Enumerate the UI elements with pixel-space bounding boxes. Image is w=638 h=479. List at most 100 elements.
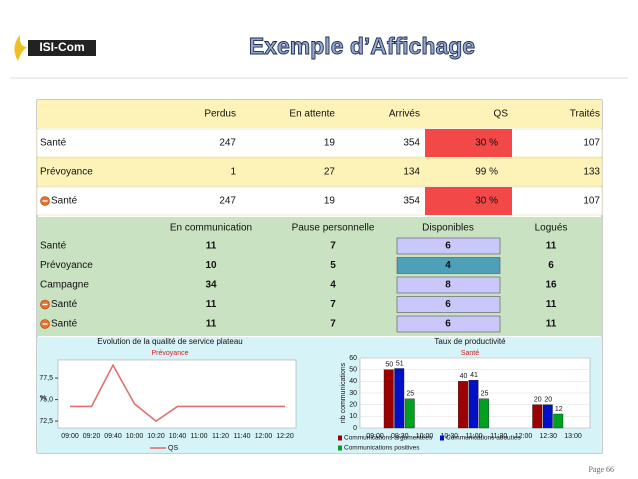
cell: 16: [545, 280, 557, 291]
cell: 247: [219, 196, 236, 207]
row-label: Prévoyance: [40, 167, 93, 178]
bar: [383, 369, 394, 429]
row-label: Santé: [40, 241, 67, 252]
table1-header-bg: [37, 100, 602, 128]
column-header: Traités: [570, 109, 600, 120]
x-tick-label: 12:30: [539, 433, 557, 440]
chart-title: Evolution de la qualité de service plate…: [97, 337, 242, 346]
row-label: Prévoyance: [40, 260, 93, 271]
x-tick-label: 09:30: [391, 433, 409, 440]
chart-subtitle: Santé: [461, 350, 479, 357]
x-tick-label: 10:20: [147, 433, 165, 440]
bar-value-label: 51: [396, 360, 404, 367]
cell: 4: [445, 260, 451, 271]
x-tick-label: 09:40: [104, 433, 122, 440]
y-tick-label: 75,0: [39, 396, 53, 403]
logo-swoosh: [14, 35, 27, 61]
legend-label: Communications positives: [344, 445, 420, 452]
y-tick-label: 72,5: [39, 418, 53, 425]
row-label: Campagne: [40, 280, 89, 291]
logo-box: [28, 40, 96, 56]
x-tick-label: 13:00: [564, 433, 582, 440]
bar: [468, 379, 479, 429]
x-tick-label: 10:30: [440, 433, 458, 440]
cell: 8: [445, 280, 451, 291]
table-row: [36, 186, 603, 216]
x-tick-label: 12:20: [276, 433, 294, 440]
cell: 133: [583, 167, 600, 178]
available-cell: [396, 276, 501, 294]
x-tick-label: 09:00: [61, 433, 79, 440]
cell: 99 %: [475, 167, 498, 178]
cell: 19: [324, 138, 336, 149]
logo-text: ISI-Com: [39, 40, 84, 54]
legend-swatch: [440, 435, 444, 441]
bar: [404, 398, 415, 429]
cell: 6: [445, 319, 451, 330]
table-row: [36, 157, 603, 187]
column-header: Disponibles: [422, 223, 474, 234]
y-axis-label: nb communications: [340, 362, 347, 423]
cell: 30 %: [475, 138, 498, 149]
row-label: Santé: [51, 196, 78, 207]
qs-alert-cell: [425, 187, 512, 215]
bar-value-label: 50: [385, 362, 393, 369]
legend-swatch: [338, 445, 342, 451]
y-tick-label: 30: [349, 390, 357, 397]
cell: 354: [403, 138, 420, 149]
cell: 6: [445, 299, 451, 310]
bar-value-label: 41: [470, 372, 478, 379]
x-tick-label: 11:30: [490, 433, 507, 440]
bar: [479, 398, 489, 429]
bar: [542, 404, 553, 429]
cell: 354: [403, 196, 420, 207]
row-label: Santé: [51, 299, 78, 310]
table2-bg: [37, 217, 602, 336]
column-header: QS: [494, 109, 509, 120]
y-tick-label: 40: [349, 378, 357, 385]
cell: 1: [230, 167, 236, 178]
x-tick-label: 11:20: [212, 433, 229, 440]
x-tick-label: 09:20: [83, 433, 101, 440]
cell: 19: [324, 196, 336, 207]
y-tick-label: 0: [353, 425, 357, 432]
x-tick-label: 10:40: [169, 433, 187, 440]
y-tick-label: 20: [349, 402, 357, 409]
cell: 6: [548, 260, 554, 271]
legend-label: Communications abouties: [446, 435, 522, 442]
cell: 7: [330, 299, 336, 310]
legend-label: QS: [168, 445, 178, 452]
cell: 11: [206, 241, 217, 252]
cell: 11: [546, 299, 557, 310]
bar-value-label: 20: [534, 397, 542, 404]
chart-subtitle: Prévoyance: [152, 350, 189, 357]
available-cell: [396, 257, 501, 274]
x-tick-label: 11:40: [234, 433, 251, 440]
y-tick-label: 50: [349, 367, 357, 374]
cell: 6: [445, 241, 451, 252]
bar-value-label: 25: [406, 391, 414, 398]
column-header: Arrivés: [389, 109, 420, 120]
column-header: Perdus: [204, 109, 236, 120]
x-tick-label: 11:00: [466, 433, 483, 440]
cell: 34: [205, 280, 217, 291]
y-tick-label: 77,5: [39, 375, 53, 382]
cell: 30 %: [475, 196, 498, 207]
table-row: [36, 128, 603, 158]
available-cell: [396, 296, 501, 313]
available-cell: [396, 315, 501, 333]
y-tick-label: 10: [349, 413, 357, 420]
bar-value-label: 12: [555, 406, 563, 413]
cell: 7: [330, 241, 336, 252]
column-header: Pause personnelle: [292, 223, 375, 234]
y-tick-label: 60: [349, 355, 357, 362]
bar-value-label: 20: [544, 397, 552, 404]
bar: [532, 404, 543, 429]
available-cell: [396, 237, 501, 255]
bar-value-label: 40: [460, 373, 468, 380]
cell: 27: [324, 167, 336, 178]
cell: 11: [206, 299, 217, 310]
bar-value-label: 25: [481, 391, 489, 398]
cell: 7: [330, 319, 336, 330]
x-tick-label: 11:00: [191, 433, 208, 440]
